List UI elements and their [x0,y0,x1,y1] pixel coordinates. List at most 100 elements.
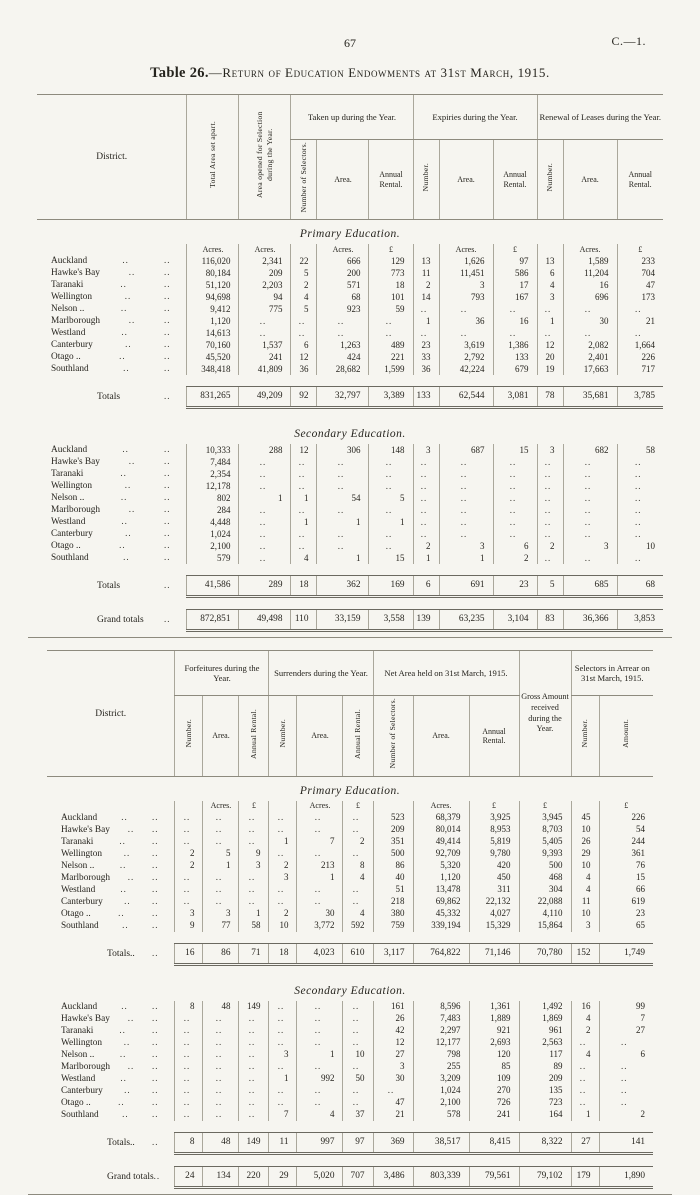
group-header: Renewal of Leases during the Year. [536,94,663,140]
unit-label [536,244,563,256]
district-name: Canterbury [50,529,93,540]
district-cell-content: Wellington.... [51,291,171,303]
value-cell: .. [342,1000,373,1013]
leader-dots: .. [151,1096,159,1107]
unit-label [174,800,203,812]
value-cell: 70,780 [518,942,572,966]
value-cell: 685 [562,575,617,599]
district-cell-content: Hawke's Bay.... [51,267,171,279]
leader-dots: .. [119,1024,126,1035]
value-cell: 923 [316,303,369,316]
value-cell: .. [296,1000,343,1013]
value-cell: 92 [290,386,317,410]
totals-label: Totals [96,392,121,403]
district-cell: Wellington.... [47,1037,175,1049]
value-cell: 1,889 [468,1012,520,1025]
value-cell: .. [202,835,239,848]
value-cell: .. [296,823,343,836]
leader-dots: .. [123,552,130,563]
value-cell: 47 [372,1096,413,1109]
district-cell-content: Otago ...... [51,540,171,552]
value-cell: 5,405 [518,835,572,848]
leader-dots: .. [128,456,136,467]
header-row-subs: Number. Area. Annual Rental. Number. Area. An… [47,695,654,777]
value-cell: .. [368,480,413,493]
value-cell: 1,120 [186,315,239,328]
table-row: Auckland................ 523 68,379 3,925 3,… [47,811,654,824]
district-cell: Hawke's Bay.... [37,456,187,468]
value-cell: 89 [518,1060,572,1073]
value-cell: .. [238,480,291,493]
table-row: Westland.... 4,448.. 1 1 1............ [37,516,663,529]
value-cell: 759 [372,919,413,932]
table-row: Taranaki.... 2,354.................... [37,468,663,481]
value-cell: 15 [492,444,537,457]
leader-dots: .. [119,835,126,846]
value-cell: 10 [570,907,600,920]
value-cell: 2 [598,1108,654,1121]
table-row: Otago .................. 47 2,100 726 723...… [47,1096,654,1109]
value-cell: .. [368,456,413,469]
t1-table: District. Total Area set apart. Area opene… [36,93,663,633]
value-cell: 152 [570,942,600,966]
value-cell: .. [290,480,317,493]
value-cell: .. [438,327,493,340]
value-cell: 6 [412,575,439,599]
value-cell: 2,100 [412,1096,469,1109]
leader-dots: .. [163,468,171,479]
value-cell: 8 [174,1000,203,1013]
value-cell: 68 [316,291,369,304]
value-cell: 9,393 [518,847,572,860]
value-cell: 9 [174,919,203,932]
value-cell: .. [238,1012,269,1025]
value-cell: 311 [468,883,520,896]
sub-header-text: Number. [183,719,193,748]
leader-dots: .. [120,303,128,314]
value-cell: 45,520 [186,351,239,364]
value-cell: 4 [536,279,563,292]
district-cell-content: Marlborough.... [61,872,159,884]
district-name: Auckland [50,256,88,267]
leader-dots: .. [120,883,127,894]
table-row: Westland.......... 1 992 50 30 3,209 109 209...… [47,1072,654,1085]
value-cell: 45,332 [412,907,469,920]
district-cell-content: Wellington.... [51,480,171,492]
value-cell: 141 [598,1131,654,1155]
value-cell: 696 [562,291,617,304]
district-header: District. [36,93,187,221]
value-cell: .. [536,303,563,316]
value-cell: 54 [598,823,654,836]
district-cell-content: Hawke's Bay.... [51,456,171,468]
spacer [37,408,663,421]
value-cell: .. [536,327,563,340]
leader-dots: .. [151,907,159,918]
value-cell: 362 [316,575,369,599]
value-cell: 1 [296,871,343,884]
value-cell: 23 [412,339,439,352]
value-cell: 7 [598,1012,654,1025]
value-cell: 15,864 [518,919,572,932]
value-cell: .. [296,811,343,824]
value-cell: 149 [238,1131,269,1155]
district-cell-content: Nelson ...... [51,492,171,504]
leader-dots: .. [163,315,171,326]
value-cell: 5,819 [468,835,520,848]
value-cell: 2 [268,907,297,920]
value-cell: 179 [570,1165,600,1189]
grand-totals-row: Grand totals.. 872,851 49,498 110 33,159 3,55… [37,609,663,633]
value-cell: .. [536,492,563,505]
value-cell: 221 [368,351,413,364]
value-cell: .. [238,1084,269,1097]
value-cell: 2 [342,835,373,848]
value-cell: .. [562,504,617,517]
value-cell: 1,599 [368,363,413,376]
value-cell: .. [290,327,317,340]
district-cell-content: Southland.... [51,552,171,564]
value-cell: .. [562,468,617,481]
value-cell: 26 [372,1012,413,1025]
value-cell: .. [342,1096,373,1109]
value-cell: 489 [368,339,413,352]
value-cell: 70,160 [186,339,239,352]
table-row: Westland.... 14,613.................... [37,327,663,340]
sub-header: Number. [268,695,297,777]
